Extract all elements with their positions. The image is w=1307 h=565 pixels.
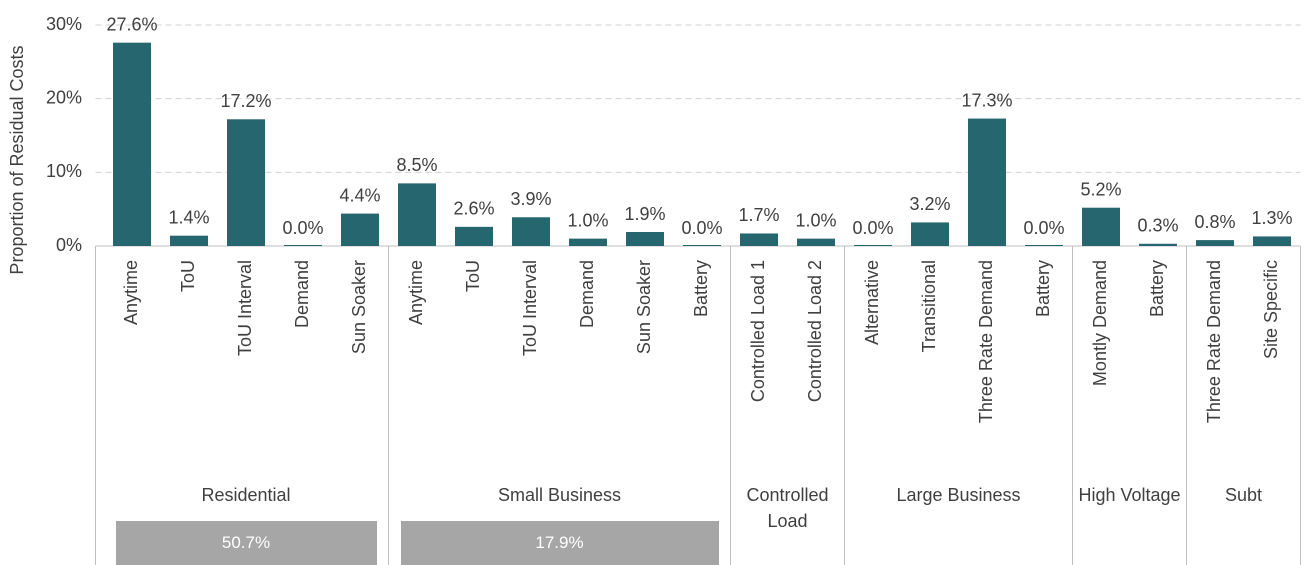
bar (455, 226, 493, 246)
bar (797, 238, 835, 246)
x-tick-label: Sun Soaker (634, 260, 654, 354)
bar (968, 118, 1006, 246)
value-label: 1.0% (567, 210, 608, 230)
x-tick-label: Demand (577, 260, 597, 328)
bar (284, 245, 322, 246)
group-total: 50.7% (115, 521, 377, 565)
x-tick-label: Controlled Load 2 (805, 260, 825, 402)
group-total: 17.9% (400, 521, 719, 565)
value-label: 27.6% (106, 14, 157, 34)
bar (1139, 243, 1177, 246)
bar (740, 233, 778, 246)
value-label: 1.0% (795, 210, 836, 230)
bar (170, 235, 208, 246)
value-label: 0.0% (282, 218, 323, 238)
x-tick-label: Anytime (121, 260, 141, 325)
value-label: 17.3% (961, 90, 1012, 110)
value-label: 1.9% (624, 204, 665, 224)
value-label: 3.2% (909, 194, 950, 214)
bar (1082, 207, 1120, 246)
y-tick-label: 20% (46, 87, 82, 107)
value-label: 17.2% (220, 91, 271, 111)
x-tick-label: Anytime (406, 260, 426, 325)
value-label: 3.9% (510, 189, 551, 209)
value-label: 8.5% (396, 155, 437, 175)
x-tick-label: Three Rate Demand (1204, 260, 1224, 423)
x-tick-label: Transitional (919, 260, 939, 352)
group-label: Small Business (497, 485, 622, 505)
x-tick-label: Sun Soaker (349, 260, 369, 354)
bar (227, 119, 265, 246)
group-label: Subt (1224, 485, 1263, 505)
x-tick-label: ToU Interval (520, 260, 540, 356)
x-tick-label: Demand (292, 260, 312, 328)
x-tick-label: Montly Demand (1090, 260, 1110, 386)
value-label: 0.3% (1137, 216, 1178, 236)
bar (569, 238, 607, 246)
value-label: 0.0% (681, 218, 722, 238)
x-tick-label: Battery (691, 260, 711, 317)
x-tick-label: Controlled Load 1 (748, 260, 768, 402)
value-label: 1.7% (738, 205, 779, 225)
y-tick-label: 0% (56, 235, 82, 255)
group-label: Controlled Load (746, 485, 829, 531)
value-label: 5.2% (1080, 179, 1121, 199)
x-tick-label: Alternative (862, 260, 882, 345)
bar (1196, 240, 1234, 246)
y-tick-label: 10% (46, 161, 82, 181)
x-tick-label: Battery (1147, 260, 1167, 317)
bar (512, 217, 550, 246)
y-tick-label: 30% (46, 14, 82, 34)
value-label: 0.0% (1023, 218, 1064, 238)
x-tick-label: Battery (1033, 260, 1053, 317)
value-label: 0.8% (1194, 212, 1235, 232)
group-label: Large Business (896, 485, 1021, 505)
x-tick-label: Site Specific (1261, 260, 1281, 359)
group-label: Residential (201, 485, 291, 505)
bar (1253, 236, 1291, 246)
bar (398, 183, 436, 246)
bar (683, 245, 721, 246)
x-tick-label: ToU (178, 260, 198, 292)
value-label: 2.6% (453, 199, 494, 219)
bar (341, 213, 379, 246)
x-tick-label: ToU (463, 260, 483, 292)
value-label: 4.4% (339, 185, 380, 205)
bar (854, 245, 892, 246)
x-tick-label: ToU Interval (235, 260, 255, 356)
bar (113, 42, 151, 247)
value-label: 0.0% (852, 218, 893, 238)
value-label: 1.3% (1251, 208, 1292, 228)
group-label: High Voltage (1078, 485, 1181, 505)
bar (1025, 245, 1063, 246)
value-label: 1.4% (168, 207, 209, 227)
y-axis-label: Proportion of Residual Costs (7, 45, 27, 274)
x-tick-label: Three Rate Demand (976, 260, 996, 423)
bar (911, 222, 949, 246)
bar (626, 232, 664, 246)
